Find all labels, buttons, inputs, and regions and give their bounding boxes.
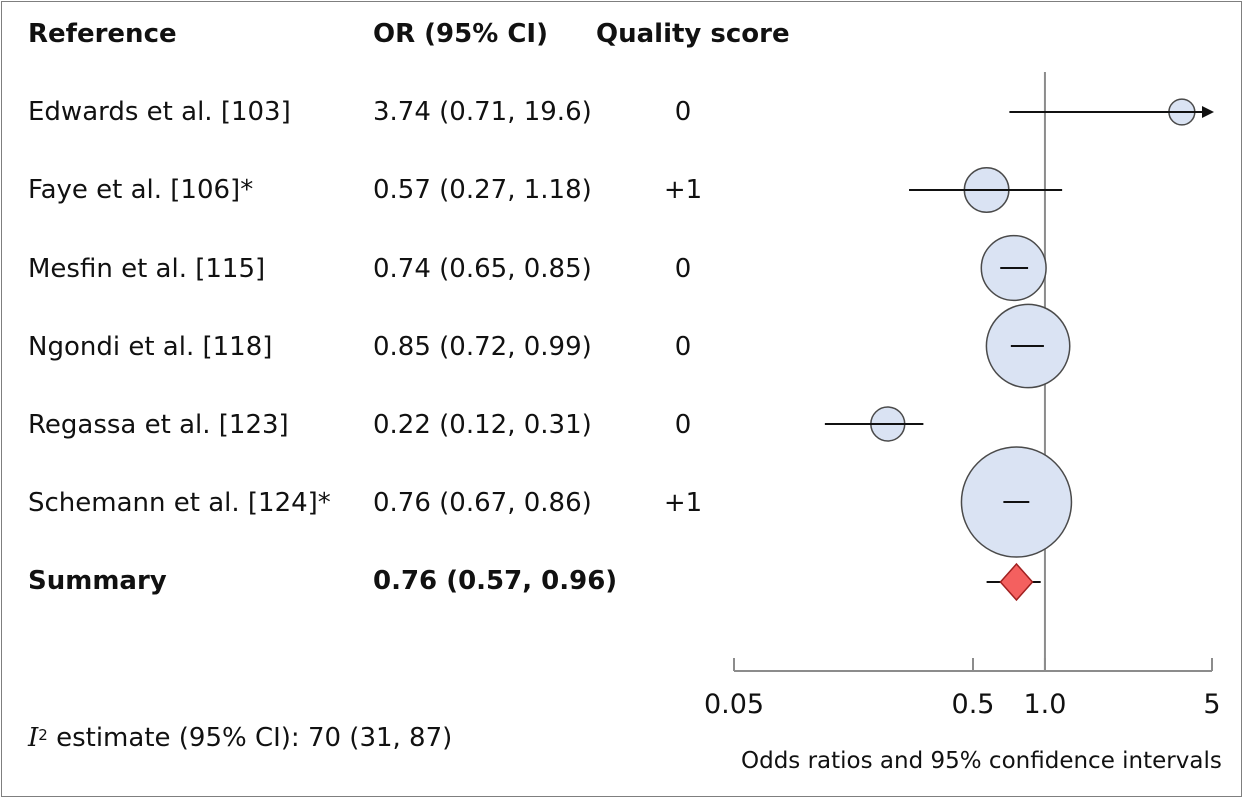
i2-estimate: I2 estimate (95% CI): 70 (31, 87)	[28, 723, 452, 753]
i2-symbol: I	[28, 723, 39, 753]
row-quality: +1	[663, 175, 703, 205]
row-quality: +1	[663, 488, 703, 518]
x-tick-label: 5	[1203, 689, 1220, 720]
row-or: 0.74 (0.65, 0.85)	[373, 254, 592, 284]
row-or: 0.57 (0.27, 1.18)	[373, 175, 592, 205]
row-quality: 0	[674, 254, 692, 284]
i2-superscript: 2	[38, 726, 48, 744]
x-tick-label: 1.0	[1023, 689, 1066, 720]
header-quality: Quality score	[596, 19, 790, 49]
row-or: 0.85 (0.72, 0.99)	[373, 332, 592, 362]
row-or: 3.74 (0.71, 19.6)	[373, 97, 592, 127]
x-tick-label: 0.05	[704, 689, 764, 720]
row-quality: 0	[674, 97, 692, 127]
row-reference: Ngondi et al. [118]	[28, 332, 273, 362]
row-or: 0.76 (0.67, 0.86)	[373, 488, 592, 518]
summary-reference: Summary	[28, 566, 167, 596]
row-or: 0.22 (0.12, 0.31)	[373, 410, 592, 440]
header-or: OR (95% CI)	[373, 19, 548, 49]
row-reference: Mesfin et al. [115]	[28, 254, 266, 284]
x-axis-label: Odds ratios and 95% confidence intervals	[741, 748, 1222, 774]
summary-diamond	[999, 562, 1034, 602]
summary-or: 0.76 (0.57, 0.96)	[373, 566, 618, 596]
header-reference: Reference	[28, 19, 177, 49]
row-quality: 0	[674, 410, 692, 440]
row-quality: 0	[674, 332, 692, 362]
row-reference: Edwards et al. [103]	[28, 97, 291, 127]
row-reference: Schemann et al. [124]*	[28, 488, 331, 518]
i2-text: estimate (95% CI): 70 (31, 87)	[47, 723, 453, 753]
x-tick-label: 0.5	[952, 689, 995, 720]
row-reference: Faye et al. [106]*	[28, 175, 254, 205]
row-reference: Regassa et al. [123]	[28, 410, 289, 440]
